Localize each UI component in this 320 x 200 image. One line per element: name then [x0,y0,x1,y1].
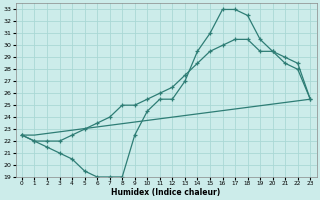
X-axis label: Humidex (Indice chaleur): Humidex (Indice chaleur) [111,188,221,197]
